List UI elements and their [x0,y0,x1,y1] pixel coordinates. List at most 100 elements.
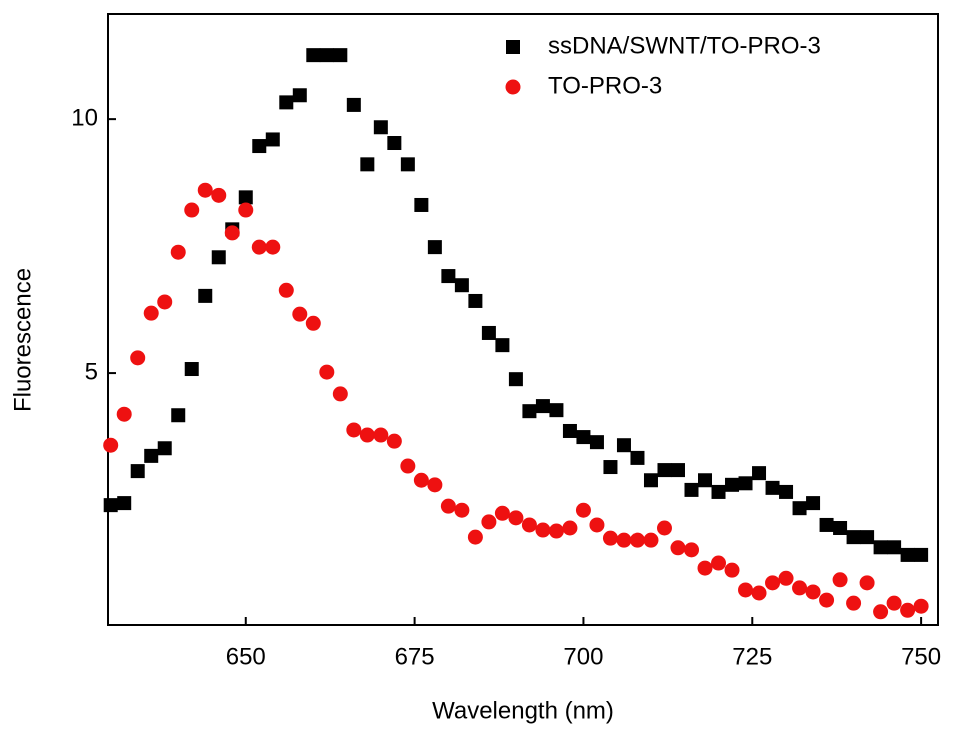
data-point [143,305,159,321]
data-point [900,547,915,562]
data-point [711,484,726,499]
data-point [860,530,875,545]
data-point [198,288,213,303]
data-point [521,517,537,533]
data-point [630,450,645,465]
data-point [887,540,902,555]
data-point [494,505,510,521]
data-point [603,460,618,475]
data-point [130,350,146,366]
legend-label: ssDNA/SWNT/TO-PRO-3 [548,32,821,59]
data-point [765,480,780,495]
data-point [725,477,740,492]
data-point [589,517,605,533]
data-point [373,120,388,135]
data-point [752,466,767,481]
data-point [508,372,523,387]
data-point [130,464,145,479]
data-point [819,517,834,532]
data-point [414,197,429,212]
y-tick-label: 10 [71,104,98,131]
data-point [467,529,483,545]
data-point [319,48,334,63]
data-point [562,423,577,438]
data-point [427,240,442,255]
data-point [332,386,348,402]
data-point [765,575,781,591]
data-point [157,441,172,456]
data-point [238,202,254,218]
data-point [413,472,429,488]
data-point [144,448,159,463]
data-point [333,48,348,63]
data-point [616,438,631,453]
data-point [684,482,699,497]
data-point [778,570,794,586]
data-point [103,498,118,513]
y-axis-label: Fluorescence [9,268,36,412]
data-point [292,88,307,103]
data-point [224,225,240,241]
data-point [440,498,456,514]
data-point [400,157,415,172]
legend-marker [506,40,520,54]
data-point [751,585,767,601]
data-point [886,595,902,611]
data-point [792,580,808,596]
data-point [657,463,672,478]
data-point [170,244,186,260]
data-point [386,433,402,449]
data-point [697,560,713,576]
data-point [252,139,267,154]
data-point [846,530,861,545]
data-point [346,97,361,112]
data-point [914,547,929,562]
data-point [157,294,173,310]
data-point [656,520,672,536]
data-point [683,542,699,558]
data-point [211,250,226,265]
data-point [359,427,375,443]
x-tick-label: 650 [226,643,266,670]
data-point [197,182,213,198]
plot-frame [107,13,939,626]
x-tick-label: 725 [732,643,772,670]
data-point [251,239,267,255]
data-point [846,595,862,611]
data-point [400,458,416,474]
x-tick-label: 750 [901,643,941,670]
data-point [643,473,658,488]
data-point [873,604,889,620]
data-point [427,477,443,493]
data-point [346,422,362,438]
data-point [548,523,564,539]
data-point [495,338,510,353]
y-tick-label: 5 [85,358,98,385]
data-point [481,325,496,340]
data-point [265,132,280,147]
x-tick-label: 700 [563,643,603,670]
data-point [454,278,469,293]
data-point [643,532,659,548]
data-point [171,408,186,423]
x-axis-label: Wavelength (nm) [432,697,614,724]
data-point [670,463,685,478]
data-point [805,584,821,600]
legend-label: TO-PRO-3 [548,72,662,99]
data-point [265,239,281,255]
data-point [184,362,199,377]
data-point [481,514,497,530]
data-point [913,598,929,614]
data-point [738,476,753,491]
data-point [589,435,604,450]
data-point [305,315,321,331]
x-tick-label: 675 [395,643,435,670]
data-point [833,520,848,535]
data-point [602,530,618,546]
data-point [441,269,456,284]
data-point [184,202,200,218]
data-point [792,501,807,516]
data-point [535,399,550,414]
data-point [711,555,727,571]
